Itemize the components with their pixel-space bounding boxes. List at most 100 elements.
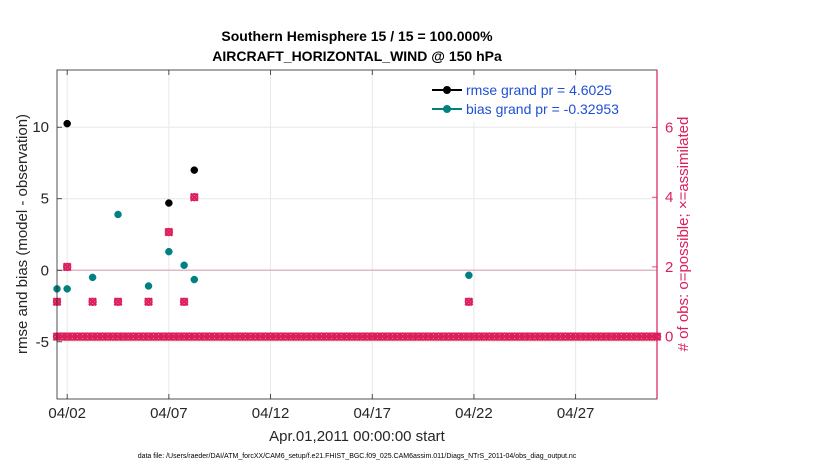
obs-count-zero-possible bbox=[510, 332, 519, 341]
obs-count-zero-possible bbox=[139, 332, 148, 341]
obs-count-zero-possible bbox=[342, 332, 352, 341]
obs-possible-marker bbox=[144, 297, 153, 306]
obs-count-zero-possible bbox=[240, 332, 250, 341]
obs-count-zero-possible bbox=[551, 332, 560, 341]
obs-count-zero-possible bbox=[108, 332, 118, 341]
obs-count-zero-possible bbox=[459, 332, 468, 341]
obs-count-zero-possible bbox=[596, 332, 606, 341]
obs-count-zero-possible bbox=[413, 332, 423, 341]
obs-count-zero-possible bbox=[525, 332, 535, 341]
obs-count-zero-possible bbox=[210, 332, 219, 341]
obs-count-zero-possible bbox=[546, 332, 555, 341]
bias-point bbox=[114, 210, 122, 219]
obs-count-zero-possible bbox=[256, 332, 265, 341]
x-tick-label: 04/17 bbox=[353, 405, 391, 422]
obs-count-zero-possible bbox=[185, 332, 194, 341]
obs-count-zero-possible bbox=[57, 332, 67, 341]
obs-count-zero-possible bbox=[159, 332, 168, 341]
obs-count-zero-possible bbox=[73, 332, 82, 341]
rmse-point bbox=[63, 119, 71, 128]
obs-count-zero-possible bbox=[500, 332, 509, 341]
obs-count-zero-possible bbox=[540, 332, 550, 341]
obs-possible-marker bbox=[62, 262, 72, 272]
y-right-tick-label: 2 bbox=[665, 259, 673, 276]
obs-count-zero-possible bbox=[93, 332, 102, 341]
obs-count-zero-possible bbox=[337, 332, 346, 341]
obs-count-zero-possible bbox=[347, 332, 357, 341]
obs-count-zero-possible bbox=[154, 332, 163, 341]
x-axis-label: Apr.01,2011 00:00:00 start bbox=[269, 428, 446, 445]
obs-count-zero-possible bbox=[215, 332, 224, 341]
obs-count-zero-possible bbox=[439, 332, 448, 341]
obs-count-zero-possible bbox=[373, 332, 382, 341]
obs-assimilated-marker bbox=[164, 227, 174, 237]
obs-count-zero-possible bbox=[220, 332, 229, 341]
y-right-tick-label: 4 bbox=[665, 189, 673, 206]
obs-count-zero-possible bbox=[88, 332, 97, 341]
obs-possible-marker bbox=[464, 297, 474, 306]
obs-count-zero-possible bbox=[261, 332, 270, 341]
plot-area bbox=[57, 70, 657, 399]
obs-count-zero-possible bbox=[566, 332, 575, 341]
chart-title-line1: Southern Hemisphere 15 / 15 = 100.000% bbox=[221, 28, 493, 44]
obs-count-zero-possible bbox=[251, 332, 260, 341]
y-right-tick-label: 0 bbox=[665, 329, 673, 346]
obs-count-zero-possible bbox=[393, 332, 402, 341]
obs-assimilated-marker bbox=[464, 297, 474, 307]
x-tick-label: 04/07 bbox=[150, 405, 188, 422]
bias-point bbox=[144, 282, 153, 290]
obs-count-zero-possible bbox=[271, 332, 280, 341]
data-file-footer: data file: /Users/raeder/DAI/ATM_forcXX/… bbox=[138, 453, 577, 460]
obs-count-zero-possible bbox=[515, 332, 524, 341]
obs-assimilated-marker bbox=[62, 262, 72, 272]
obs-count-zero-possible bbox=[235, 332, 245, 341]
obs-count-zero-possible bbox=[62, 332, 72, 341]
bias-point bbox=[180, 261, 188, 270]
obs-count-zero-possible bbox=[601, 332, 611, 341]
obs-count-zero-possible bbox=[296, 332, 306, 341]
obs-count-zero-possible bbox=[83, 332, 92, 341]
obs-count-zero-possible bbox=[423, 332, 433, 341]
bias-point bbox=[165, 247, 173, 256]
obs-possible-marker bbox=[190, 193, 199, 202]
legend-rmse-label: rmse grand pr = 4.6025 bbox=[466, 82, 612, 98]
obs-count-zero-possible bbox=[449, 332, 458, 341]
obs-possible-marker bbox=[113, 297, 123, 306]
legend-bias-label: bias grand pr = -0.32953 bbox=[466, 101, 619, 117]
obs-count-zero-possible bbox=[383, 332, 392, 341]
bias-point bbox=[190, 275, 199, 284]
obs-count-zero-possible bbox=[169, 332, 179, 341]
obs-count-zero-possible bbox=[571, 332, 580, 341]
obs-count-zero-possible bbox=[113, 332, 123, 341]
legend-bias-marker bbox=[443, 105, 451, 113]
obs-count-zero-possible bbox=[429, 332, 438, 341]
obs-count-zero-possible bbox=[78, 332, 87, 341]
obs-possible-marker bbox=[179, 297, 189, 306]
obs-count-zero-possible bbox=[118, 332, 128, 341]
obs-count-zero-possible bbox=[301, 332, 311, 341]
obs-count-zero-possible bbox=[632, 332, 641, 341]
obs-count-zero-possible bbox=[266, 332, 275, 341]
x-tick-label: 04/27 bbox=[557, 405, 595, 422]
obs-count-zero-possible bbox=[581, 332, 591, 341]
obs-count-zero-possible bbox=[490, 332, 499, 341]
legend-rmse-marker bbox=[443, 86, 451, 94]
obs-count-zero-possible bbox=[612, 332, 621, 341]
obs-count-zero-possible bbox=[276, 332, 285, 341]
obs-count-zero-possible bbox=[357, 332, 367, 341]
legend: rmse grand pr = 4.6025 bias grand pr = -… bbox=[424, 80, 654, 122]
obs-count-zero-possible bbox=[246, 332, 255, 341]
obs-count-zero-possible bbox=[362, 332, 372, 341]
obs-count-zero-possible bbox=[434, 332, 443, 341]
x-tick-label: 04/22 bbox=[455, 405, 493, 422]
obs-count-zero-possible bbox=[622, 332, 631, 341]
obs-count-zero-possible bbox=[418, 332, 428, 341]
obs-count-zero-possible bbox=[378, 332, 387, 341]
obs-count-zero-possible bbox=[291, 332, 301, 341]
obs-count-zero-possible bbox=[327, 332, 336, 341]
obs-count-zero-possible bbox=[495, 332, 504, 341]
obs-count-zero-possible bbox=[307, 332, 316, 341]
obs-assimilated-marker bbox=[88, 297, 97, 307]
obs-count-zero-possible bbox=[225, 332, 235, 341]
